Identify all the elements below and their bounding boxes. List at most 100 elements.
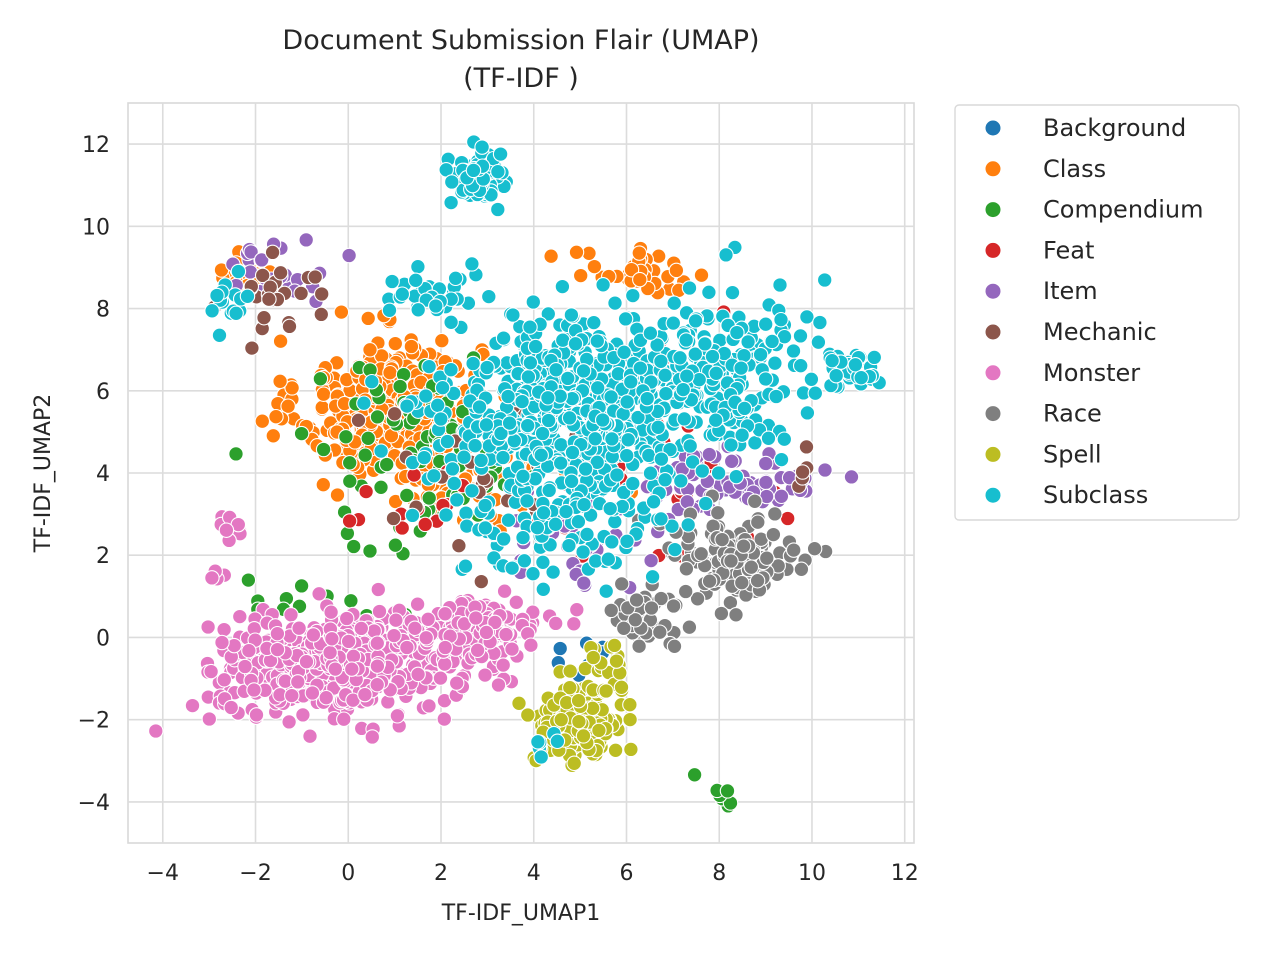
data-point <box>392 378 408 395</box>
data-point <box>265 428 282 444</box>
data-point <box>341 455 358 471</box>
data-point <box>540 390 556 406</box>
data-point <box>561 410 578 426</box>
data-point <box>364 729 381 745</box>
legend-label: Background <box>1043 114 1186 142</box>
data-point <box>723 553 739 569</box>
data-point <box>500 512 517 528</box>
chart-subtitle: (TF-IDF ) <box>463 63 579 94</box>
data-point <box>243 244 259 260</box>
data-point <box>254 413 271 429</box>
data-point <box>701 446 718 463</box>
data-point <box>591 722 607 739</box>
data-point <box>230 263 247 280</box>
data-point <box>627 612 644 628</box>
data-point <box>772 277 788 293</box>
data-point <box>736 400 753 417</box>
data-point <box>495 531 512 547</box>
data-point <box>429 397 446 414</box>
data-point <box>570 692 587 709</box>
data-point <box>465 162 482 179</box>
data-point <box>457 558 474 574</box>
y-tick-label: −4 <box>78 791 110 816</box>
data-point <box>504 641 520 657</box>
data-point <box>490 677 507 693</box>
data-point <box>394 520 410 536</box>
legend-label: Class <box>1043 155 1106 183</box>
data-point <box>201 711 218 727</box>
data-point <box>747 435 763 451</box>
data-point <box>293 425 310 442</box>
data-point <box>579 526 595 543</box>
data-point <box>642 325 659 341</box>
data-point <box>204 570 220 586</box>
data-point <box>216 621 232 638</box>
data-point <box>676 411 693 427</box>
data-point <box>687 346 704 362</box>
data-point <box>421 358 437 375</box>
data-point <box>707 412 724 428</box>
data-point <box>342 473 358 489</box>
data-point <box>214 634 230 651</box>
data-point <box>338 610 355 627</box>
data-point <box>743 559 760 575</box>
data-point <box>336 711 352 727</box>
data-point <box>437 606 453 622</box>
data-point <box>668 262 685 279</box>
data-point <box>686 767 703 783</box>
data-point <box>642 465 659 481</box>
data-point <box>548 362 564 378</box>
data-point <box>315 476 332 493</box>
data-point <box>315 386 332 402</box>
data-point <box>280 398 296 414</box>
data-point <box>487 614 503 631</box>
data-point <box>473 573 490 590</box>
data-point <box>313 306 330 323</box>
data-point <box>644 569 661 585</box>
data-point <box>410 258 426 275</box>
legend-label: Item <box>1043 277 1098 305</box>
data-point <box>602 500 618 517</box>
data-point <box>495 449 511 466</box>
data-point <box>505 307 521 323</box>
data-point <box>369 658 386 674</box>
data-point <box>434 379 451 396</box>
data-point <box>324 631 340 647</box>
y-tick-label: 4 <box>96 462 110 487</box>
y-tick-label: 8 <box>96 298 110 323</box>
data-point <box>724 284 741 301</box>
data-point <box>586 314 602 331</box>
data-point <box>816 272 833 288</box>
y-tick-label: 6 <box>96 380 110 405</box>
data-point <box>468 610 484 626</box>
data-point <box>381 302 398 319</box>
data-point <box>272 373 288 390</box>
data-point <box>417 516 433 533</box>
legend: Background Class Compendium Feat Item Mechani… <box>954 104 1240 521</box>
data-point <box>665 598 682 614</box>
data-point <box>384 273 400 290</box>
data-point <box>530 734 546 750</box>
data-point <box>209 287 225 304</box>
data-point <box>364 373 380 390</box>
data-point <box>620 432 636 448</box>
data-point <box>506 433 523 449</box>
data-point <box>323 604 339 620</box>
data-point <box>295 707 311 723</box>
data-point <box>508 594 525 611</box>
data-point <box>291 620 307 636</box>
data-point <box>757 455 774 472</box>
x-tick-label: 6 <box>619 861 633 886</box>
data-point <box>566 755 582 772</box>
legend-marker <box>984 119 1002 137</box>
x-tick-label: 12 <box>891 861 919 886</box>
data-point <box>464 256 480 272</box>
data-point <box>516 553 533 569</box>
data-point <box>370 581 387 598</box>
data-point <box>523 637 539 653</box>
data-point <box>360 430 376 447</box>
data-point <box>240 572 257 588</box>
data-point <box>701 573 718 589</box>
data-point <box>341 513 358 529</box>
data-point <box>604 534 620 550</box>
